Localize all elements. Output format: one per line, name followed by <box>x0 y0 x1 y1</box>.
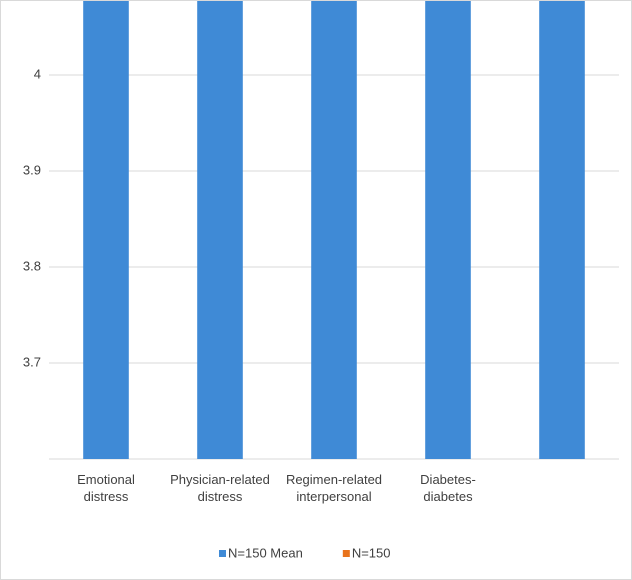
x-tick-label: Physician-related distress <box>170 472 270 504</box>
y-tick-label: 3.9 <box>23 162 41 177</box>
bar-segment <box>197 1 243 459</box>
bar-segment <box>83 1 129 459</box>
x-tick-label: Regimen-related interpersonal <box>285 472 383 504</box>
legend-label: N=150 Mean <box>228 545 303 560</box>
x-tick-label: Emotional distress <box>77 472 135 504</box>
bar-segment <box>425 1 471 459</box>
legend-swatch <box>219 550 226 557</box>
legend-label: N=150 <box>352 545 391 560</box>
y-tick-label: 4 <box>34 66 41 81</box>
legend-swatch <box>342 550 350 557</box>
y-tick-label: 3.7 <box>23 354 41 369</box>
bar-segment <box>311 1 357 459</box>
y-tick-label: 3.8 <box>23 258 41 273</box>
bar-segment <box>539 1 585 459</box>
x-tick-label: Diabetes-diabetes <box>420 472 476 504</box>
